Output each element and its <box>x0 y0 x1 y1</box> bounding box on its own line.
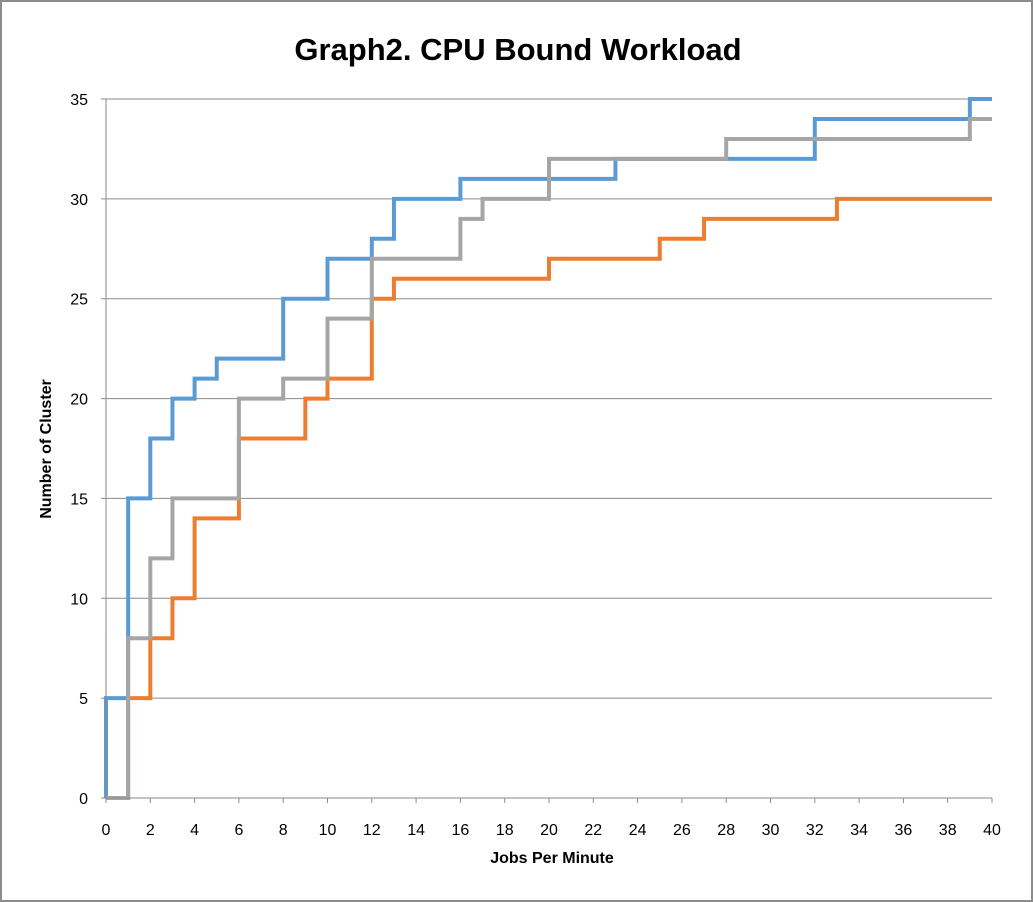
y-axis-label: Number of Cluster <box>38 379 55 519</box>
x-tick-label: 6 <box>234 822 243 839</box>
y-tick-label: 35 <box>70 92 88 109</box>
x-tick-label: 24 <box>629 822 647 839</box>
series-line-3 <box>106 116 992 800</box>
axes <box>101 99 993 803</box>
x-tick-label: 36 <box>895 822 913 839</box>
x-tick-label: 10 <box>319 822 337 839</box>
y-tick-label: 30 <box>70 192 88 209</box>
x-tick-label: 26 <box>673 822 691 839</box>
y-tick-label: 10 <box>70 591 88 608</box>
x-tick-label: 0 <box>102 822 111 839</box>
x-tick-label: 12 <box>363 822 381 839</box>
y-tick-label: 15 <box>70 491 88 508</box>
y-tick-label: 0 <box>79 791 88 808</box>
x-tick-label: 4 <box>190 822 199 839</box>
x-axis-label: Jobs Per Minute <box>490 850 614 867</box>
x-tick-label: 8 <box>279 822 288 839</box>
x-tick-label: 22 <box>584 822 602 839</box>
gridlines <box>101 98 992 699</box>
x-tick-label: 14 <box>407 822 425 839</box>
y-tick-label: 20 <box>70 392 88 409</box>
y-tick-label: 5 <box>79 691 88 708</box>
x-tick-label: 16 <box>452 822 470 839</box>
x-tick-label: 2 <box>146 822 155 839</box>
x-tick-label: 40 <box>983 822 1001 839</box>
x-tick-label: 34 <box>850 822 868 839</box>
series-line-2 <box>106 196 992 800</box>
y-tick-label: 25 <box>70 292 88 309</box>
x-tick-label: 20 <box>540 822 558 839</box>
chart-title: Graph2. CPU Bound Workload <box>294 32 741 67</box>
x-tick-label: 28 <box>717 822 735 839</box>
x-tick-label: 32 <box>806 822 824 839</box>
x-tick-label: 30 <box>762 822 780 839</box>
x-tick-label: 38 <box>939 822 957 839</box>
x-tick-label: 18 <box>496 822 514 839</box>
series-layer <box>104 97 992 800</box>
